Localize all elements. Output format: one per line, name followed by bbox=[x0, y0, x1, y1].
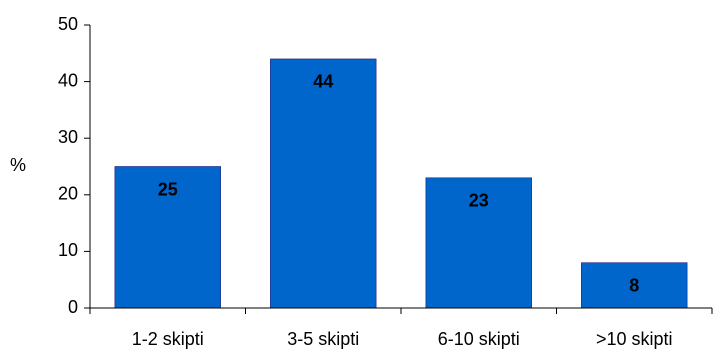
y-axis-label: % bbox=[10, 155, 26, 175]
x-axis-ticks: 1-2 skipti 3-5 skipti 6-10 skipti >10 skipt… bbox=[89, 308, 713, 349]
bars bbox=[114, 58, 688, 309]
y-tick-label: 0 bbox=[68, 297, 78, 317]
x-tick-label: 6-10 skipti bbox=[438, 329, 520, 349]
bar bbox=[114, 166, 221, 309]
data-labels: 25 44 23 8 bbox=[158, 72, 640, 296]
y-tick-label: 50 bbox=[58, 14, 78, 34]
bar-value-label: 8 bbox=[629, 275, 639, 295]
x-tick-label: >10 skipti bbox=[596, 329, 673, 349]
x-tick-label: 1-2 skipti bbox=[132, 329, 204, 349]
bar-value-label: 23 bbox=[469, 191, 489, 211]
y-tick-label: 40 bbox=[58, 70, 78, 90]
y-axis-ticks: 0 10 20 30 40 50 bbox=[58, 14, 90, 317]
bar bbox=[270, 58, 377, 309]
x-tick-label: 3-5 skipti bbox=[287, 329, 359, 349]
bar-value-label: 44 bbox=[313, 72, 333, 92]
y-tick-label: 20 bbox=[58, 184, 78, 204]
bar-value-label: 25 bbox=[158, 179, 178, 199]
bar bbox=[581, 262, 688, 309]
y-tick-label: 30 bbox=[58, 127, 78, 147]
bar bbox=[425, 177, 532, 309]
y-tick-label: 10 bbox=[58, 240, 78, 260]
